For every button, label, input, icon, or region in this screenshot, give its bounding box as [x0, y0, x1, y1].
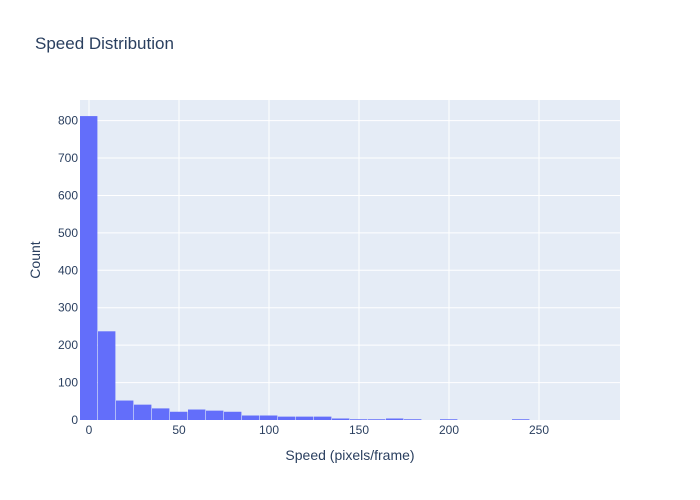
histogram-bar[interactable] — [278, 416, 296, 420]
histogram-bar[interactable] — [386, 418, 404, 420]
y-tick-label: 300 — [58, 301, 78, 315]
histogram-bar[interactable] — [350, 419, 368, 420]
histogram-bar[interactable] — [80, 116, 98, 420]
y-tick-label: 200 — [58, 338, 78, 352]
ticks-layer: 0 100 200 300 400 500 600 700 800 0 50 100 150 200 250 — [58, 114, 549, 437]
y-tick-label: 500 — [58, 226, 78, 240]
histogram-bar[interactable] — [440, 419, 458, 420]
y-tick-label: 400 — [58, 263, 78, 277]
bars-layer — [80, 116, 530, 420]
y-tick-label: 0 — [71, 413, 78, 427]
x-axis-title: Speed (pixels/frame) — [285, 447, 414, 463]
histogram-bar[interactable] — [206, 410, 224, 420]
histogram-bar[interactable] — [332, 418, 350, 420]
chart-title: Speed Distribution — [35, 34, 174, 53]
y-axis-title: Count — [27, 241, 43, 278]
histogram-bar[interactable] — [296, 416, 314, 420]
histogram-bar[interactable] — [224, 411, 242, 420]
x-tick-label: 50 — [172, 423, 186, 437]
x-tick-label: 250 — [529, 423, 549, 437]
x-tick-label: 150 — [349, 423, 369, 437]
x-tick-label: 200 — [439, 423, 459, 437]
histogram-bar[interactable] — [116, 400, 134, 420]
histogram-bar[interactable] — [152, 408, 170, 420]
histogram-bar[interactable] — [188, 409, 206, 420]
histogram-bar[interactable] — [134, 404, 152, 420]
histogram-bar[interactable] — [260, 415, 278, 420]
histogram-bar[interactable] — [512, 419, 530, 420]
histogram-bar[interactable] — [314, 416, 332, 420]
y-tick-label: 700 — [58, 151, 78, 165]
y-tick-label: 800 — [58, 114, 78, 128]
histogram-bar[interactable] — [170, 411, 188, 420]
histogram-bar[interactable] — [404, 419, 422, 420]
plot-background — [80, 100, 620, 420]
y-tick-label: 600 — [58, 188, 78, 202]
histogram-bar[interactable] — [242, 415, 260, 420]
histogram-bar[interactable] — [368, 419, 386, 420]
x-tick-label: 100 — [259, 423, 279, 437]
x-tick-label: 0 — [86, 423, 93, 437]
y-tick-label: 100 — [58, 376, 78, 390]
histogram-bar[interactable] — [98, 331, 116, 420]
